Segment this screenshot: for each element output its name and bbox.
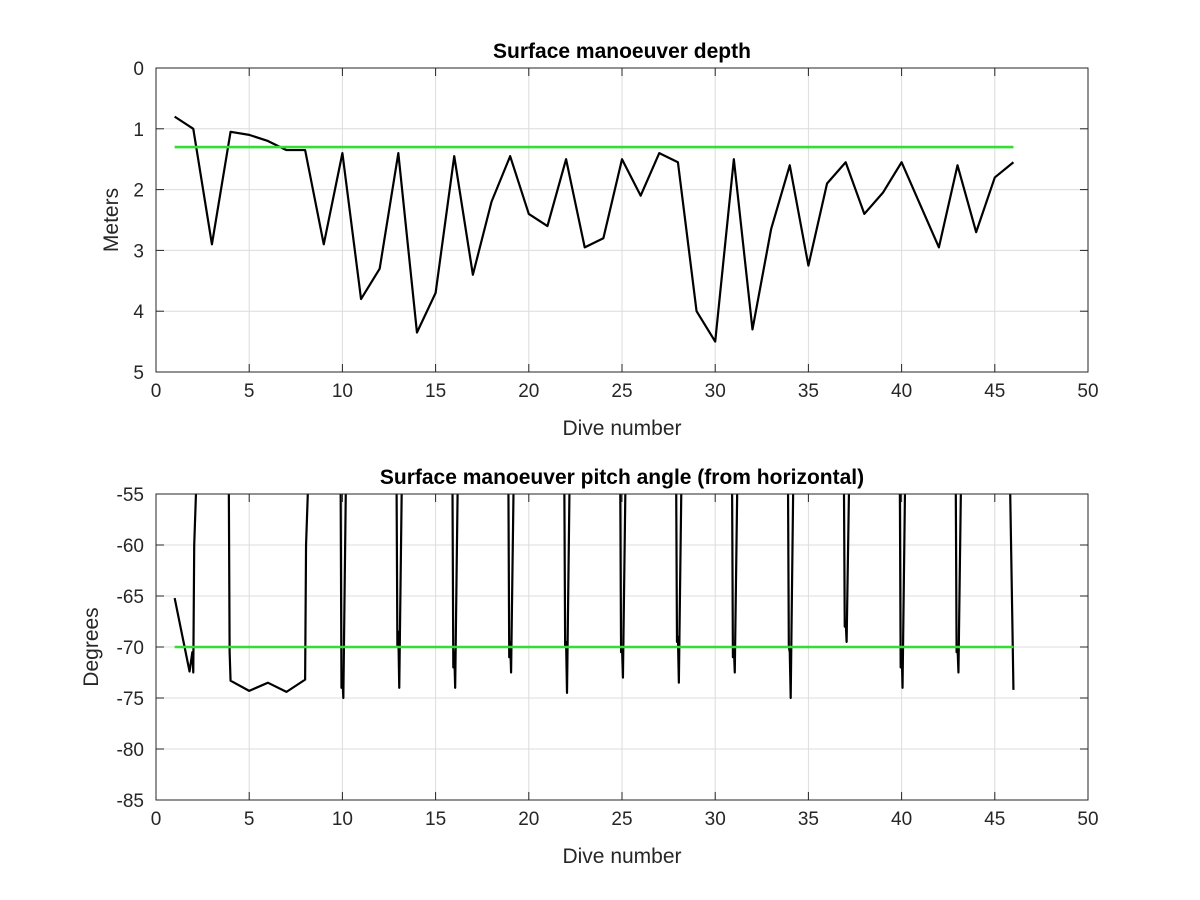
series-line-1 [173, 494, 1015, 700]
x-axis-label: Dive number [562, 845, 681, 868]
x-tick-label: 40 [891, 381, 912, 402]
series-line-1 [174, 115, 1015, 343]
y-tick-label: -65 [117, 587, 144, 608]
x-tick-label: 30 [705, 809, 726, 830]
x-tick-label: 10 [332, 809, 353, 830]
x-tick-label: 10 [332, 381, 353, 402]
x-tick-label: 50 [1077, 381, 1098, 402]
y-tick-label: 4 [133, 302, 144, 323]
x-tick-label: 5 [244, 381, 255, 402]
y-tick-label: 2 [133, 181, 144, 202]
y-tick-label: 0 [133, 59, 144, 80]
chart-title: Surface manoeuver pitch angle (from hori… [380, 466, 864, 489]
y-tick-label: 5 [133, 363, 144, 384]
y-tick-label: -55 [117, 485, 144, 506]
x-tick-label: 5 [244, 809, 255, 830]
y-tick-label: -60 [117, 536, 144, 557]
x-tick-label: 40 [891, 809, 912, 830]
x-tick-label: 15 [425, 381, 446, 402]
x-tick-label: 20 [518, 381, 539, 402]
chart-title: Surface manoeuver depth [493, 40, 751, 63]
y-tick-label: 1 [133, 120, 144, 141]
y-axis-label: Degrees [80, 607, 103, 686]
x-tick-label: 35 [798, 809, 819, 830]
x-tick-label: 25 [611, 809, 632, 830]
y-tick-label: -85 [117, 791, 144, 812]
x-tick-label: 50 [1077, 809, 1098, 830]
x-tick-label: 35 [798, 381, 819, 402]
x-tick-label: 45 [984, 381, 1005, 402]
x-tick-label: 30 [705, 381, 726, 402]
x-tick-label: 20 [518, 809, 539, 830]
x-tick-label: 45 [984, 809, 1005, 830]
x-tick-label: 25 [611, 381, 632, 402]
x-axis-label: Dive number [562, 417, 681, 440]
subplot-2: 0 5 10 15 20 25 30 35 40 45 50 -55 -60 -65 -70 -75 -80 -8… [80, 466, 1099, 868]
y-tick-label: -80 [117, 740, 144, 761]
y-tick-label: -75 [117, 689, 144, 710]
x-tick-label: 0 [151, 381, 162, 402]
y-tick-label: -70 [117, 638, 144, 659]
y-tick-label: 3 [133, 241, 144, 262]
x-tick-label: 0 [151, 809, 162, 830]
y-axis-label: Meters [100, 188, 123, 252]
x-tick-label: 15 [425, 809, 446, 830]
